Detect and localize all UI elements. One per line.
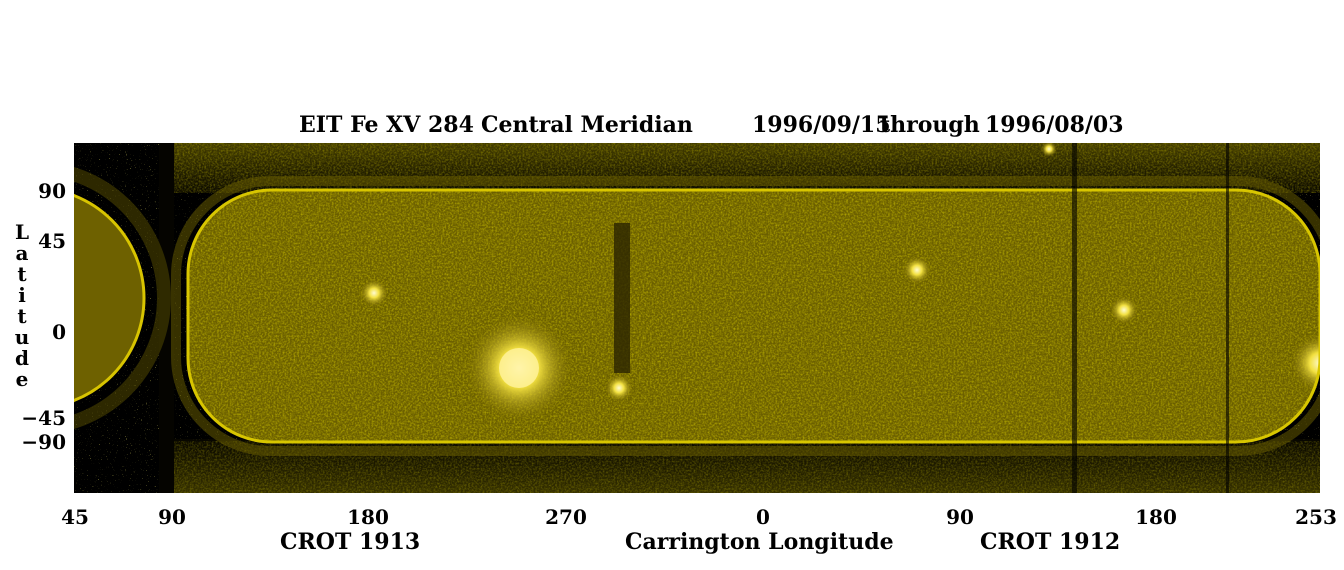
latitude-letter: e xyxy=(15,367,29,391)
x-tick-90-second: 90 xyxy=(946,505,974,529)
crot-left-label: CROT 1913 xyxy=(280,529,421,555)
latitude-letter: u xyxy=(14,325,30,349)
x-tick-270: 270 xyxy=(545,505,587,529)
x-tick-45: 45 xyxy=(61,505,89,529)
y-tick-0: 0 xyxy=(52,320,66,344)
latitude-letter: i xyxy=(18,283,26,307)
x-tick-90: 90 xyxy=(158,505,186,529)
latitude-letter: d xyxy=(15,346,29,370)
latitude-letter: L xyxy=(14,220,30,244)
title-through: through xyxy=(880,112,980,138)
latitude-axis-title: L a t i t u d e xyxy=(12,222,32,390)
title-date-end: 1996/08/03 xyxy=(985,112,1124,138)
latitude-letter: t xyxy=(17,304,27,328)
title-date-start: 1996/09/15 xyxy=(752,112,891,138)
x-axis-title: Carrington Longitude xyxy=(625,529,894,555)
title-instrument: EIT Fe XV 284 xyxy=(299,112,474,138)
crot-right-label: CROT 1912 xyxy=(980,529,1121,555)
synoptic-map-image xyxy=(74,143,1320,493)
latitude-letter: a xyxy=(15,241,29,265)
x-tick-253: 253 xyxy=(1295,505,1337,529)
y-tick-minus-90: −90 xyxy=(21,430,66,454)
x-tick-0: 0 xyxy=(756,505,770,529)
x-tick-180-second: 180 xyxy=(1135,505,1177,529)
y-tick-minus-45: −45 xyxy=(21,406,66,430)
y-tick-45: 45 xyxy=(38,229,66,253)
title-mode: Central Meridian xyxy=(481,112,693,138)
synoptic-map-drawing xyxy=(74,143,1320,493)
x-tick-180: 180 xyxy=(347,505,389,529)
latitude-letter: t xyxy=(17,262,27,286)
y-tick-90: 90 xyxy=(38,179,66,203)
